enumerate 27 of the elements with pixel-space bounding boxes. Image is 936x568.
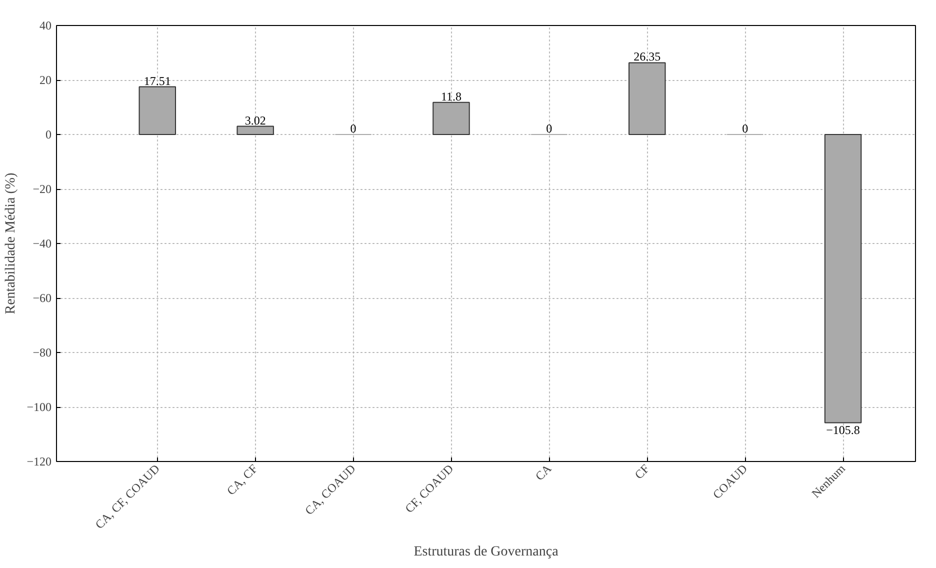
y-tick-label: 0 bbox=[46, 128, 52, 142]
bar bbox=[432, 102, 470, 135]
y-tick-label: −120 bbox=[26, 454, 52, 468]
data-label: 0 bbox=[742, 122, 748, 136]
bar bbox=[236, 126, 274, 135]
bar bbox=[824, 134, 862, 424]
x-axis-title: Estruturas de Governança bbox=[414, 544, 560, 560]
data-label: 26.35 bbox=[634, 50, 661, 64]
data-label: 0 bbox=[546, 122, 552, 136]
x-tick-label: CA bbox=[532, 461, 554, 484]
x-tick-label: CA, CF bbox=[224, 461, 261, 498]
x-tick-label: CF bbox=[632, 461, 652, 482]
data-label: 17.51 bbox=[144, 74, 171, 88]
data-label: 0 bbox=[350, 122, 356, 136]
bar bbox=[628, 62, 666, 135]
data-label: 3.02 bbox=[244, 113, 266, 128]
data-label: −105.8 bbox=[826, 422, 860, 437]
data-label: 11.8 bbox=[440, 89, 462, 104]
y-tick-label: 40 bbox=[40, 18, 52, 32]
bar bbox=[138, 86, 176, 135]
y-tick-label: −100 bbox=[26, 400, 52, 414]
y-tick-label: −80 bbox=[32, 346, 52, 360]
y-tick-label: −40 bbox=[32, 236, 52, 250]
y-tick-label: −60 bbox=[32, 291, 52, 305]
y-tick-label: 20 bbox=[40, 73, 52, 87]
y-axis-title: Rentabilidade Média (%) bbox=[4, 172, 19, 314]
y-tick-label: −20 bbox=[32, 182, 52, 196]
